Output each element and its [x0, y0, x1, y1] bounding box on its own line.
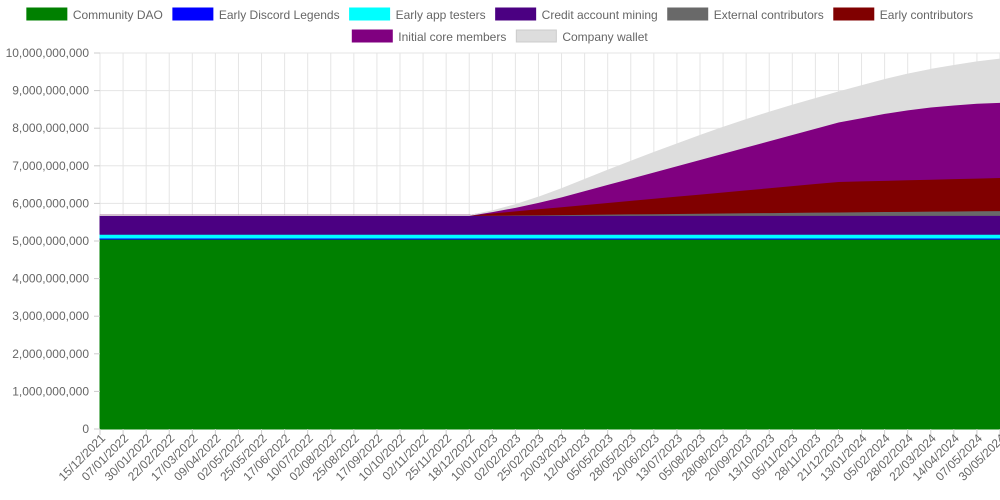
y-tick-label: 7,000,000,000: [12, 159, 89, 173]
legend-item-early-app-testers[interactable]: Early app testers: [349, 7, 486, 22]
y-tick-label: 1,000,000,000: [12, 384, 89, 398]
legend: Community DAO Early Discord Legends Early …: [26, 7, 973, 44]
area-early-app-testers: [99, 233, 1000, 239]
y-tick-label: 8,000,000,000: [12, 121, 89, 135]
y-tick-label: 2,000,000,000: [12, 347, 89, 361]
y-tick-label: 5,000,000,000: [12, 234, 89, 248]
y-tick-label: 3,000,000,000: [12, 309, 89, 323]
legend-item-initial-core-members[interactable]: Initial core members: [351, 29, 506, 44]
legend-swatch: [172, 7, 214, 21]
y-tick-label: 6,000,000,000: [12, 196, 89, 210]
legend-item-early-discord-legends[interactable]: Early Discord Legends: [172, 7, 340, 22]
legend-label: External contributors: [714, 8, 824, 22]
legend-label: Early Discord Legends: [219, 8, 340, 22]
legend-swatch: [349, 7, 391, 21]
legend-swatch: [515, 29, 557, 43]
legend-label: Community DAO: [73, 8, 163, 22]
y-tick-label: 0: [82, 422, 89, 436]
area-company-wallet: [99, 58, 1000, 216]
plot-areas: [99, 58, 1000, 430]
legend-item-credit-account-mining[interactable]: Credit account mining: [495, 7, 658, 22]
legend-swatch: [351, 29, 393, 43]
legend-label: Company wallet: [562, 30, 648, 44]
legend-item-company-wallet[interactable]: Company wallet: [515, 29, 648, 44]
y-tick-label: 9,000,000,000: [12, 84, 89, 98]
y-tick-label: 4,000,000,000: [12, 272, 89, 286]
legend-label: Credit account mining: [542, 8, 658, 22]
legend-swatch: [667, 7, 709, 21]
area-community-dao: [99, 238, 1000, 430]
legend-swatch: [495, 7, 537, 21]
legend-label: Early app testers: [396, 8, 486, 22]
legend-swatch: [833, 7, 875, 21]
legend-item-early-contributors[interactable]: Early contributors: [833, 7, 973, 22]
area-credit-account-mining: [99, 214, 1000, 235]
legend-label: Initial core members: [398, 30, 506, 44]
legend-label: Early contributors: [880, 8, 973, 22]
legend-item-community-dao[interactable]: Community DAO: [26, 7, 163, 22]
legend-swatch: [26, 7, 68, 21]
legend-item-external-contributors[interactable]: External contributors: [667, 7, 824, 22]
y-tick-label: 10,000,000,000: [6, 46, 90, 60]
